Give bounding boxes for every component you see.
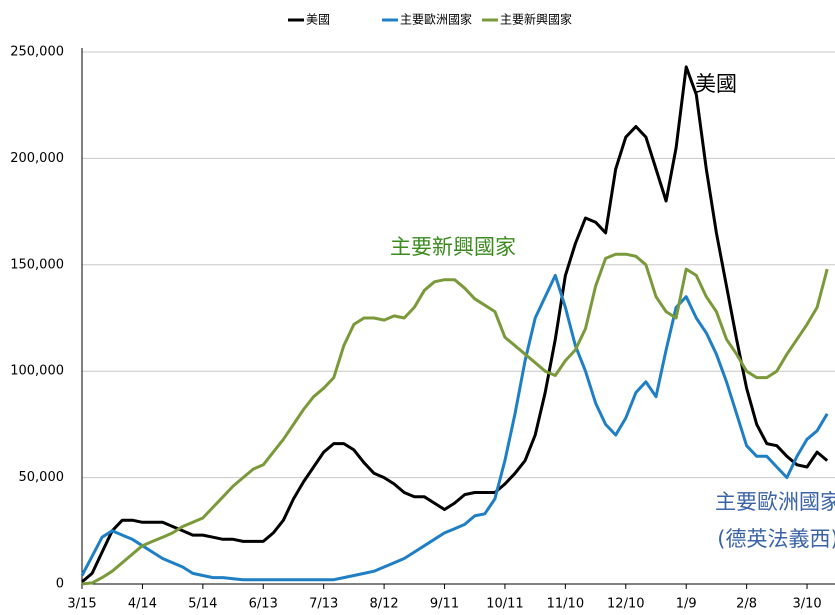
series-line (81, 252, 829, 586)
x-tick-label: 2/8 (736, 597, 757, 612)
x-tick-label: 11/10 (547, 597, 584, 612)
x-tick-label: 9/11 (430, 597, 459, 612)
x-tick-label: 7/13 (309, 597, 338, 612)
y-tick-label: 0 (56, 577, 64, 592)
x-tick-label: 4/14 (128, 597, 157, 612)
x-tick-label: 3/10 (792, 597, 821, 612)
x-tick-label: 12/10 (607, 597, 644, 612)
annotation: (德英法義西) (717, 527, 835, 551)
series-line (81, 65, 829, 584)
y-tick-label: 200,000 (10, 151, 64, 166)
x-tick-label: 8/12 (369, 597, 398, 612)
x-tick-label: 6/13 (249, 597, 278, 612)
x-tick-label: 10/11 (486, 597, 523, 612)
x-tick-label: 5/14 (188, 597, 217, 612)
annotation: 美國 (695, 72, 737, 96)
y-tick-label: 150,000 (10, 257, 64, 272)
series-line (80, 273, 829, 582)
y-tick-label: 250,000 (10, 45, 64, 60)
legend-label: 主要歐洲國家 (400, 12, 472, 27)
x-tick-label: 3/15 (67, 597, 96, 612)
annotation: 主要歐洲國家 (715, 490, 835, 514)
legend-label: 美國 (306, 13, 330, 27)
annotation: 主要新興國家 (390, 235, 516, 259)
y-tick-label: 50,000 (19, 470, 65, 485)
legend-label: 主要新興國家 (500, 12, 572, 27)
y-tick-label: 100,000 (10, 364, 64, 379)
x-tick-label: 1/9 (676, 597, 697, 612)
